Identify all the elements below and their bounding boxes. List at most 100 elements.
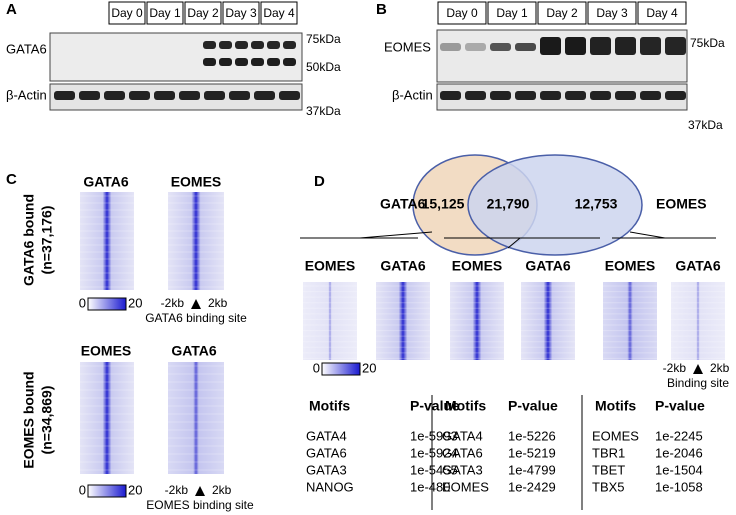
table-header: Motifs [309,398,350,414]
colorbar [87,484,127,498]
heatmap [168,362,224,474]
day-box [487,1,537,25]
p-value: 1e-2245 [655,428,703,443]
colorbar-min: 0 [79,295,86,310]
colorbar-min: 0 [79,482,86,497]
day-box [637,1,687,25]
band [590,91,611,100]
colorbar [321,362,361,376]
heatmap [80,362,134,474]
band [590,37,611,55]
axis-right: 2kb [710,361,730,375]
blot-membrane [49,32,303,82]
motif-name: EOMES [442,479,489,494]
day-label: Day 0 [446,6,478,20]
band [640,91,661,100]
p-value: 1e-2429 [508,479,556,494]
panel-label: A [6,1,17,18]
marker-label: 75kDa [690,36,725,50]
loading-label: β-Actin [6,87,47,102]
band [203,41,216,49]
motif-name: NANOG [306,479,354,494]
day-label: Day 1 [149,6,181,20]
band [54,91,75,100]
motif-name: TBET [592,462,625,477]
band [204,91,225,100]
panel-label: B [376,1,387,18]
band [565,91,586,100]
motif-name: GATA4 [306,428,347,443]
column-heading: GATA6 [380,258,426,274]
row-count: (n=37,176) [39,206,55,275]
column-heading: GATA6 [171,343,217,359]
venn-count: 21,790 [487,196,530,212]
table-header: P-value [410,398,460,414]
day-box [260,1,298,25]
colorbar-max: 20 [362,360,376,375]
heatmap [376,282,430,360]
band [203,58,216,66]
row-label: EOMES bound [21,371,37,468]
band [104,91,125,100]
heatmap [303,282,357,360]
heatmap [168,192,224,290]
motif-name: GATA3 [306,462,347,477]
band [665,91,686,100]
band [440,43,461,51]
day-label: Day 3 [596,6,628,20]
marker-label: 75kDa [306,32,341,46]
axis-right: 2kb [208,296,228,310]
day-box [537,1,587,25]
p-value: 1e-5924 [410,445,458,460]
heatmap [80,192,134,290]
colorbar-max: 20 [128,295,142,310]
p-value: 1e-4799 [508,462,556,477]
day-box [587,1,637,25]
protein-label: EOMES [384,39,431,54]
site-label: EOMES binding site [146,498,254,512]
band [283,58,296,66]
band [490,43,511,51]
venn-count: 12,753 [575,196,618,212]
panel-label: D [314,173,325,190]
heatmap [671,282,725,360]
venn-label: EOMES [656,196,707,212]
row-count: (n=34,869) [39,386,55,455]
day-box [184,1,222,25]
band [283,41,296,49]
motif-name: GATA4 [442,428,483,443]
colorbar-max: 20 [128,482,142,497]
axis-left: -2kb [161,296,185,310]
band [235,58,248,66]
p-value: 1e-1504 [655,462,703,477]
band [279,91,300,100]
column-heading: EOMES [305,258,356,274]
venn-count: 15,125 [422,196,465,212]
day-label: Day 2 [546,6,578,20]
band [615,91,636,100]
column-heading: GATA6 [675,258,721,274]
motif-name: EOMES [592,428,639,443]
motif-name: GATA6 [442,445,483,460]
band [515,43,536,51]
band [129,91,150,100]
row-label: GATA6 bound [21,194,37,286]
panel-label: C [6,171,17,188]
colorbar [87,297,127,311]
colorbar-min: 0 [313,360,320,375]
band [465,43,486,51]
day-box [146,1,184,25]
p-value: 1e-5219 [508,445,556,460]
p-value: 1e-5993 [410,428,458,443]
column-heading: EOMES [605,258,656,274]
band [79,91,100,100]
band [235,41,248,49]
p-value: 1e-5455 [410,462,458,477]
band [154,91,175,100]
motif-name: GATA3 [442,462,483,477]
band [229,91,250,100]
day-label: Day 1 [496,6,528,20]
motif-name: TBX5 [592,479,625,494]
day-box [108,1,146,25]
